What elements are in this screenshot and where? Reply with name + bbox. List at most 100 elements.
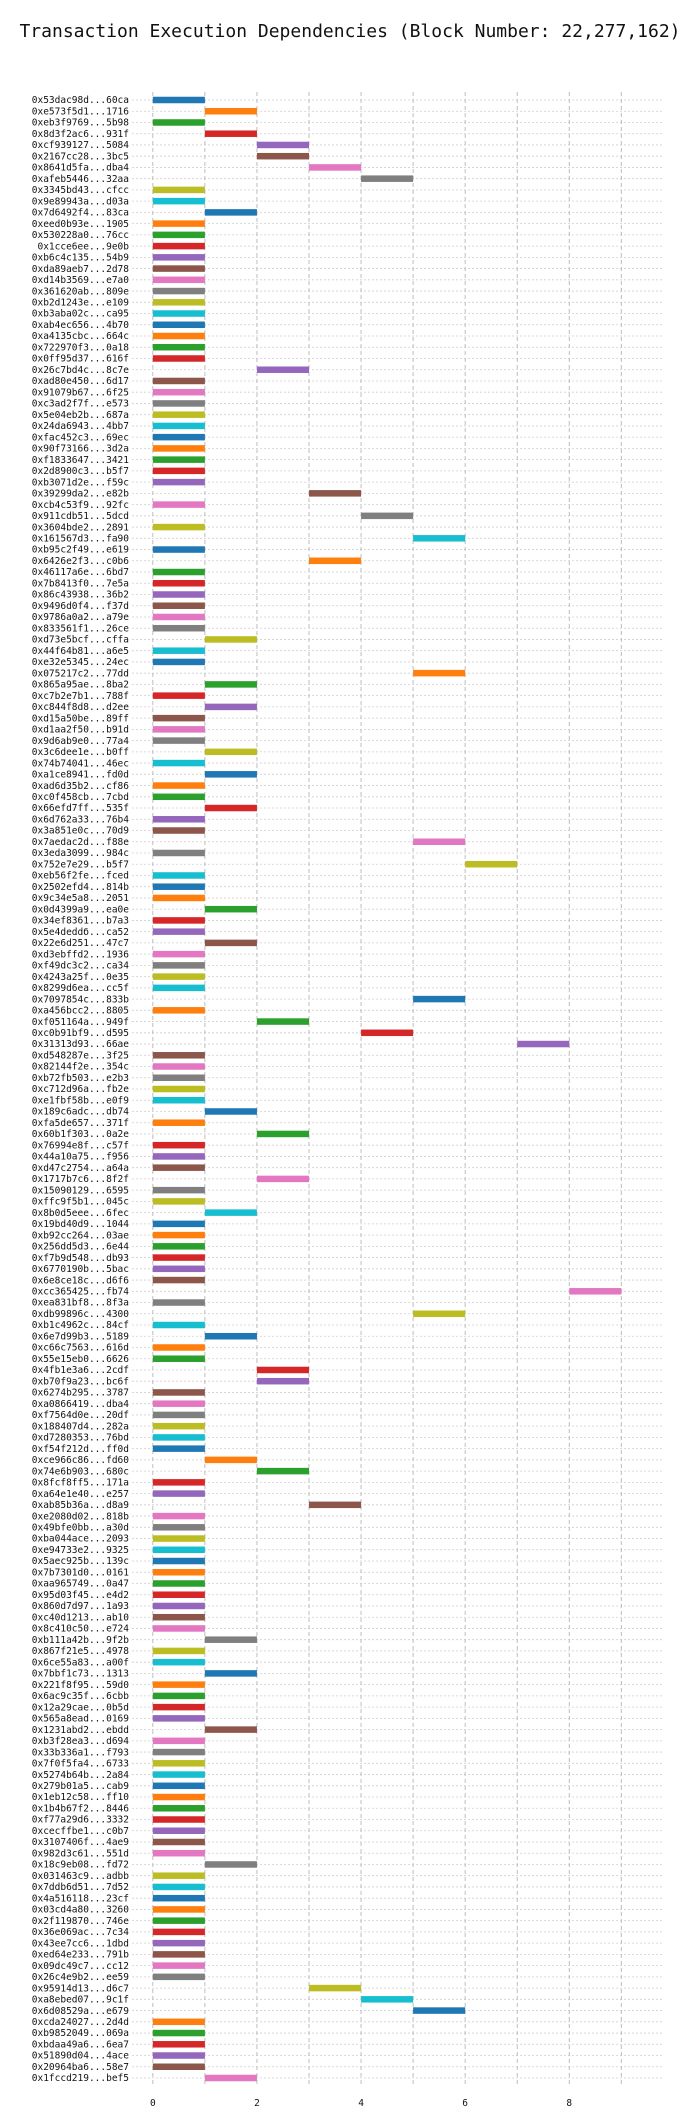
transaction-label: 0xc7b2e7b1...788f [32,691,129,702]
transaction-bar: 0x12a29cae...0b5d [152,1703,205,1711]
transaction-bar: 0x46117a6e...6bd7 [152,568,205,576]
transaction-bar: 0xba044ace...2093 [152,1535,205,1542]
transaction-bar: 0xab85b36a...d8a9 [309,1501,362,1509]
transaction-label: 0x20964ba6...58e7 [32,2062,129,2073]
transaction-bar: 0xe32e5345...24ec [152,658,205,666]
transaction-label: 0x95914d13...d6c7 [32,1983,129,1994]
transaction-bar: 0x9496d0f4...f37d [152,602,205,609]
transaction-bar: 0x34ef8361...b7a3 [152,917,205,924]
transaction-label: 0x860d7d97...1a93 [32,1601,129,1612]
transaction-bar: 0x03cd4a80...3260 [152,1906,205,1913]
transaction-label: 0x1b4b67f2...8446 [32,1803,130,1814]
transaction-label: 0xa456bcc2...8805 [32,1006,129,1017]
transaction-bar: 0x4fb1e3a6...2cdf [256,1366,309,1374]
transaction-bar: 0x86c43938...36b2 [152,591,205,598]
transaction-bar: 0xf77a29d6...3332 [152,1816,205,1823]
transaction-bar: 0x3604bde2...2891 [152,523,205,531]
transaction-bar: 0x7f0f5fa4...6733 [152,1760,205,1767]
transaction-label: 0x60b1f303...0a2e [32,1129,130,1140]
transaction-label: 0xd73e5bcf...cffa [32,635,129,646]
transaction-label: 0xeb3f9769...5b98 [32,118,130,129]
transaction-label: 0x6d762a33...76b4 [32,814,130,825]
transaction-label: 0x51890d04...4ace [32,2051,130,2062]
transaction-label: 0x09dc49c7...cc12 [32,1961,129,1972]
transaction-label: 0x3107406f...4ae9 [32,1837,130,1848]
x-tick-label: 0 [150,2098,156,2109]
transaction-label: 0x3c6dee1e...b0ff [32,747,129,758]
transaction-label: 0x1fccd219...bef5 [32,2073,129,2084]
transaction-bar: 0xc7b2e7b1...788f [152,692,205,699]
transaction-bar: 0x7b7301d0...0161 [152,1569,205,1576]
transaction-label: 0x36e069ac...7c34 [32,1927,130,1938]
transaction-label: 0xb1c4962c...84cf [32,1320,129,1331]
transaction-label: 0xdb99896c...4300 [32,1309,130,1320]
transaction-label: 0x34ef8361...b7a3 [32,916,129,927]
transaction-bar: 0x7bbf1c73...1313 [204,1670,257,1677]
transaction-label: 0xc0f458cb...7cbd [32,792,129,803]
transaction-bar: 0x4a516118...23cf [152,1894,205,1902]
transaction-bar: 0x19bd40d9...1044 [152,1220,205,1228]
transaction-label: 0x189c6adc...db74 [32,1107,130,1118]
transaction-label: 0xc40d1213...ab10 [32,1612,130,1623]
transaction-bar: 0xea831bf8...8f3a [152,1299,205,1306]
transaction-label: 0xab85b36a...d8a9 [32,1500,130,1511]
transaction-label: 0xc712d96a...fb2e [32,1084,130,1095]
transaction-bar: 0xcda24027...2d4d [152,2018,205,2026]
transaction-label: 0xb2d1243e...e109 [32,297,130,308]
transaction-bar: 0xcb4c53f9...92fc [152,501,205,508]
transaction-bar: 0xb9852049...069a [152,2029,205,2037]
transaction-bar: 0x74b74041...46ec [152,759,205,767]
transaction-label: 0xa8ebed07...9c1f [32,1995,129,2006]
transaction-label: 0xad80e450...6d17 [32,376,129,387]
transaction-bar: 0xf49dc3c2...ca34 [152,962,205,969]
x-tick-labels: 0 2 4 6 8 [150,2098,572,2109]
transaction-bar: 0x8b0d5eee...6fec [204,1209,257,1216]
transaction-label: 0xd3ebffd2...1936 [32,949,130,960]
transaction-bar: 0xaa965749...0a47 [152,1580,205,1587]
transaction-label: 0x161567d3...fa90 [32,534,130,545]
transaction-bar: 0xd548287e...3f25 [152,1052,205,1059]
transaction-label: 0x55e15eb0...6626 [32,1354,130,1365]
transaction-bar: 0x188407d4...282a [152,1422,205,1430]
transaction-label: 0x6d08529a...e679 [32,2006,130,2017]
transaction-bar: 0xf7b9d548...db93 [152,1254,205,1261]
transaction-bar: 0x6ce55a83...a00f [152,1658,205,1666]
transaction-bar: 0x7b8413f0...7e5a [152,580,205,587]
transaction-label: 0xcecffbe1...c0b7 [32,1826,129,1837]
transaction-label: 0xaa965749...0a47 [32,1579,129,1590]
transaction-label: 0xba044ace...2093 [32,1534,129,1545]
transaction-bar: 0x26c4e9b2...ee59 [152,1973,205,1981]
transaction-label: 0xd47c2754...a64a [32,1163,129,1174]
transaction-label: 0x8b0d5eee...6fec [32,1208,129,1219]
transaction-bar: 0x8c410c50...e724 [152,1625,205,1632]
transaction-bar: 0xc844f8d8...d2ee [204,703,257,711]
transaction-label: 0x833561f1...26ce [32,623,130,634]
bar-layer: 0x53dac98d...60ca 0xe573f5d1...1716 0xeb3f… [152,96,622,2082]
transaction-bar: 0xe94733e2...9325 [152,1546,205,1554]
transaction-bar: 0x95d03f45...e4d2 [152,1591,205,1598]
transaction-bar: 0x95914d13...d6c7 [309,1984,362,1992]
transaction-label: 0x39299da2...e82b [32,489,130,500]
transaction-bar: 0x075217c2...77dd [413,669,466,677]
transaction-label: 0x19bd40d9...1044 [32,1219,130,1230]
transaction-bar: 0xf7564d0e...20df [152,1411,205,1419]
transaction-bar: 0x51890d04...4ace [152,2052,205,2059]
transaction-bar: 0xb111a42b...9f2b [204,1636,257,1643]
transaction-bar: 0x279b01a5...cab9 [152,1782,205,1790]
transaction-bar: 0xd47c2754...a64a [152,1164,205,1171]
transaction-label: 0x1cce6ee...9e0b [37,241,129,252]
transaction-bar: 0x4243a25f...0e35 [152,973,205,980]
transaction-label: 0x722970f3...0a18 [32,342,130,353]
transaction-label: 0xb6c4c135...54b9 [32,253,130,264]
transaction-bar: 0x3345bd43...cfcc [152,186,205,194]
transaction-bar: 0x2f119870...746e [152,1917,205,1924]
transaction-label: 0x4a516118...23cf [32,1893,129,1904]
transaction-label: 0x8d3f2ac6...931f [32,129,129,140]
transaction-bar: 0xd1aa2f50...b91d [152,726,205,733]
transaction-label: 0x49bfe0bb...a30d [32,1523,129,1534]
transaction-bar: 0x6d08529a...e679 [413,2007,466,2014]
transaction-label: 0x03cd4a80...3260 [32,1905,130,1916]
transaction-bar: 0xc0b91bf9...d595 [361,1029,414,1037]
